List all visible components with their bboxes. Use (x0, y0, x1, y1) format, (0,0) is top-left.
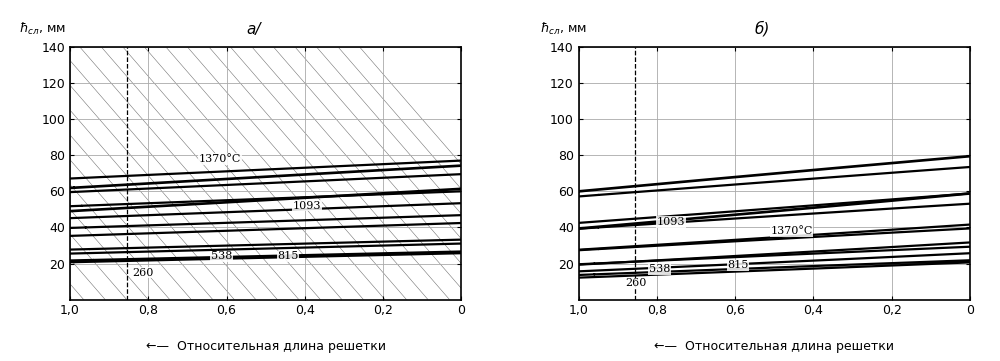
Text: 1093: 1093 (293, 201, 322, 211)
Text: 1370°С: 1370°С (770, 226, 813, 236)
Text: 1370°С: 1370°С (199, 154, 242, 164)
Text: 815: 815 (277, 251, 299, 261)
Text: б): б) (755, 21, 770, 37)
Text: $\hbar_{сл}$, мм: $\hbar_{сл}$, мм (540, 21, 587, 37)
Text: 260: 260 (133, 268, 154, 278)
Text: ←—  Относительная длина решетки: ←— Относительная длина решетки (654, 340, 894, 353)
Text: а/: а/ (246, 22, 261, 37)
Text: 538: 538 (211, 251, 232, 261)
Text: 260: 260 (626, 278, 647, 288)
Text: 538: 538 (649, 264, 671, 274)
Text: 1093: 1093 (657, 217, 685, 227)
Text: $\hbar_{сл}$, мм: $\hbar_{сл}$, мм (19, 21, 66, 37)
Text: ←—  Относительная длина решетки: ←— Относительная длина решетки (146, 340, 386, 353)
Text: 815: 815 (727, 260, 749, 270)
